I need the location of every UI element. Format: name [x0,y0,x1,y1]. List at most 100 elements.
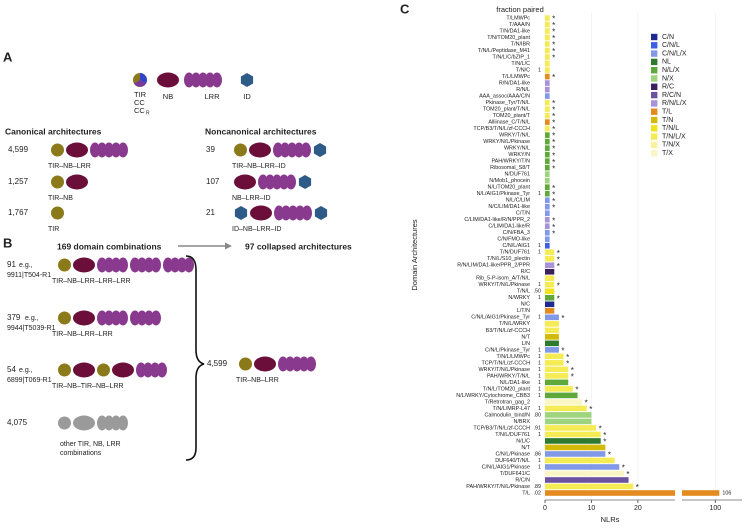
x-tick-label: 20 [634,505,642,512]
bar [545,242,550,249]
bar [545,308,555,314]
significance-mark: * [552,15,555,24]
bar [545,268,555,275]
significance-mark: * [552,190,555,199]
nb-domain [112,362,134,378]
bar [545,451,606,457]
legend-label: C/N/L [662,42,680,49]
section-title: Canonical architectures [5,126,102,136]
tir-domain [234,143,247,157]
lrr-domain [292,356,302,372]
nb-domain [73,257,95,273]
lrr-domain [150,362,160,378]
bar [545,41,550,47]
fraction-label: .80 [534,412,542,418]
y-tick-label: B3/T/N/L/zf-CCCH [486,328,530,334]
lrr-domain [97,310,107,326]
bar [545,112,550,119]
y-tick-label: R/N/DA1-like [499,80,530,86]
nb-domain [73,362,95,378]
bar [545,483,634,490]
y-tick-label: N/L/WRKY/Cytochrome_CBB3 [456,393,530,399]
domain-label: LRR [204,92,220,101]
lrr-domain [299,356,309,372]
lrr-domain [130,310,140,326]
legend-label: C/N/L/X [662,50,687,57]
y-tick-label: TOM20_plant/T [493,113,531,119]
bar [545,229,550,236]
legend-swatch [651,133,658,140]
y-tick-label: T/N/L/Peptidase_M41 [478,48,530,54]
example-prefix: e.g., [19,367,33,374]
count: 4,075 [7,418,28,427]
architecture-label: TIR [48,226,59,233]
architecture-label: TIR–NB–LRR [48,163,91,170]
x-tick-label: 10 [588,505,596,512]
significance-mark: * [561,346,564,355]
significance-mark: * [603,431,606,440]
count: 4,599 [8,145,29,154]
lrr-domain [118,415,128,431]
count: 107 [206,177,220,186]
fraction-label: .50 [534,289,542,295]
bar [545,399,583,405]
lrr-domain [143,362,153,378]
y-tick-label: R/N/L [516,87,530,93]
id-domain [298,175,312,189]
bar [545,47,550,54]
lrr-domain [295,205,305,221]
y-tick-label: R/C [521,269,530,275]
architecture-label: TIR–NB–LRR–LRR–LRR [52,278,131,285]
fraction-label: 1 [538,464,541,470]
significance-mark: * [552,132,555,141]
lrr-domain [301,142,311,158]
bar [545,360,564,366]
brace [185,255,205,461]
significance-mark: * [552,21,555,30]
significance-mark: * [552,73,555,82]
significance-mark: * [561,314,564,323]
y-tick-label: WRKY/T/N/L/Pkinase [478,282,530,288]
y-tick-label: DUF640/T/N/L [495,458,530,464]
y-tick-label: T/N/L/LMWPc [496,354,530,360]
count: 4,599 [207,359,228,368]
y-tick-label: T/N/L/TOM20_plant [483,386,531,392]
bar [545,216,550,223]
y-tick-label: T/N/L [517,289,530,295]
ccr-wedge [134,80,146,87]
arrow-head [225,242,232,250]
lrr-domain [306,356,316,372]
fraction-label: 1 [538,386,541,392]
architecture-label: TIR–NB–LRR–ID [232,163,286,170]
legend-label: NL [662,59,671,66]
bar [545,86,550,93]
fraction-label: 1 [538,354,541,360]
lrr-domain [265,174,275,190]
x-tick-label: 100 [709,505,721,512]
y-tick-label: Pkinase_Tyr/T/N/L [486,100,530,106]
nb-domain [249,142,271,158]
lrr-domain [104,310,114,326]
bar [545,138,550,145]
y-tick-label: C/N/FBA_3 [503,230,530,236]
significance-mark: * [552,54,555,63]
bar [545,444,606,451]
y-tick-label: L/T/N [517,308,530,314]
significance-mark: * [571,372,574,381]
lrr-domain [144,310,154,326]
significance-mark: * [557,294,560,303]
significance-mark: * [552,106,555,115]
legend-label: T/X [662,150,673,157]
lrr-domain [111,415,121,431]
legend-swatch [651,125,658,132]
bar [545,294,555,301]
lrr-domain [104,142,114,158]
lrr-domain [191,72,201,88]
y-tick-label: PAH/WRKY/T/N/L/Pkinase [466,484,530,490]
bar [545,262,555,269]
tir-domain [51,143,64,157]
nb-domain [66,174,88,190]
fraction-label: 1 [538,67,541,73]
legend-label: N/X [662,75,674,82]
